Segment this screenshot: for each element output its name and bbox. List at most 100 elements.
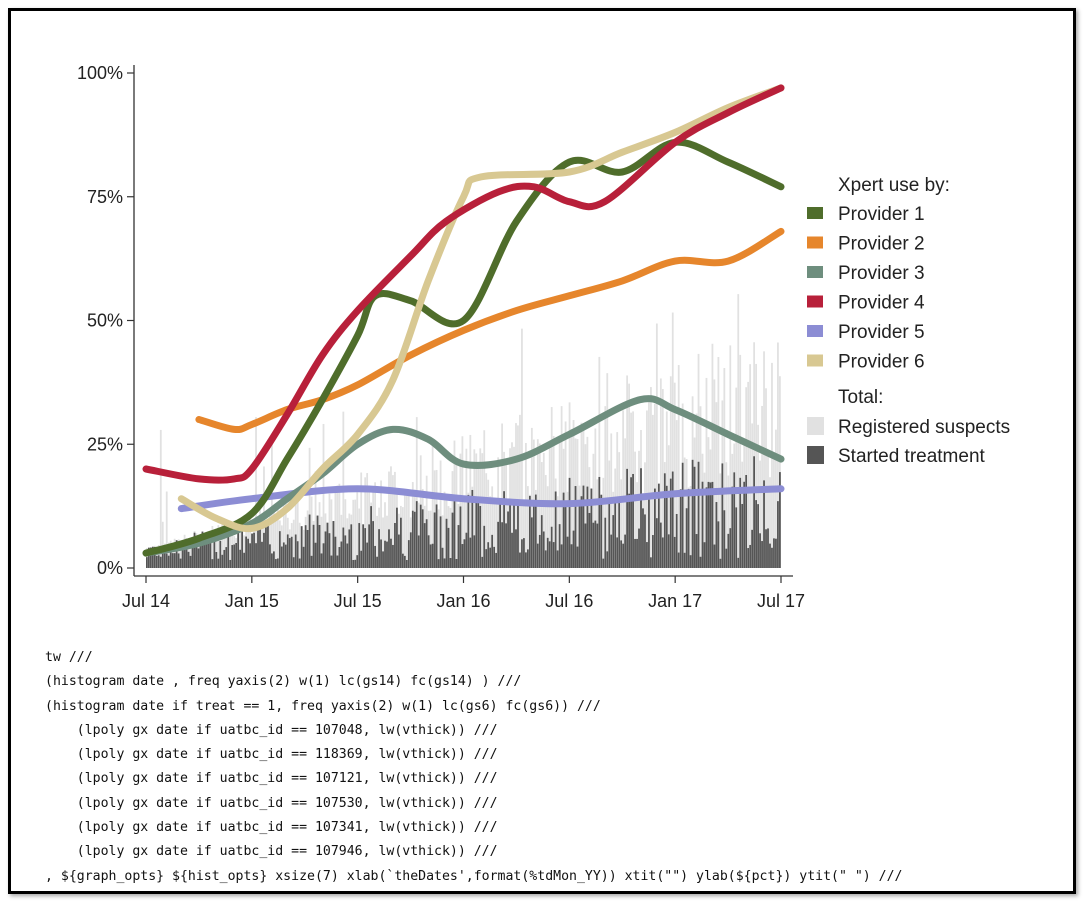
bar-started [546, 537, 549, 568]
bar-registered [360, 472, 363, 568]
bar-started [525, 552, 527, 568]
bar-started [715, 502, 718, 568]
bar-started [669, 478, 672, 568]
bar-started [241, 528, 244, 568]
bar-registered [671, 312, 674, 568]
bar-registered [604, 406, 607, 568]
bar-started [487, 542, 490, 568]
legend-swatch [807, 236, 823, 249]
bar-registered [340, 514, 343, 568]
bar-registered [465, 448, 468, 568]
bar-started [455, 558, 458, 568]
bar-started [146, 557, 148, 568]
bar-started [332, 521, 335, 568]
bar-started [159, 556, 162, 568]
bar-started [707, 481, 710, 568]
bar-started [433, 512, 436, 568]
bar-started [574, 486, 577, 568]
bar-started [497, 521, 500, 568]
bar-started [352, 559, 355, 568]
bar-registered [269, 512, 271, 568]
bar-started [592, 522, 595, 568]
bar-started [665, 485, 668, 568]
bar-registered [489, 496, 492, 568]
bar-registered [292, 519, 295, 568]
bar-started [769, 543, 771, 568]
bar-started [288, 538, 291, 568]
series-line-provider-6 [177, 84, 785, 533]
code-line: (lpoly gx date if uatbc_id == 107048, lw… [45, 722, 498, 738]
bar-started [199, 539, 202, 568]
bar-started [368, 524, 371, 568]
bar-registered [282, 501, 285, 568]
legend-swatch [807, 295, 823, 308]
bar-started [330, 555, 333, 568]
bar-started [657, 483, 660, 568]
bar-started [300, 526, 303, 568]
bar-registered [239, 520, 242, 568]
bar-registered [747, 381, 750, 568]
bar-registered [346, 518, 349, 568]
bar-registered [334, 491, 337, 568]
bar-registered [439, 460, 442, 568]
bar-started [779, 472, 781, 568]
bar-started [233, 544, 236, 568]
bar-started [554, 491, 557, 568]
bar-started [469, 537, 472, 568]
bar-started [483, 525, 486, 568]
bar-started [284, 544, 287, 568]
bar-started [628, 493, 630, 568]
bar-started [548, 541, 551, 568]
bar-registered [648, 400, 650, 568]
bar-started [423, 523, 426, 568]
bar-started [183, 546, 186, 568]
bar-registered [338, 483, 341, 568]
bar-started [147, 547, 150, 568]
bar-registered [646, 410, 648, 568]
bar-started [751, 529, 754, 568]
bar-registered [759, 460, 761, 568]
bar-registered [493, 501, 496, 568]
bar-started [731, 486, 734, 568]
bar-started [417, 535, 420, 568]
bar-started [302, 546, 305, 568]
bar-started [771, 547, 773, 568]
bar-started [271, 553, 273, 568]
bar-started [407, 540, 410, 568]
bar-registered [634, 451, 636, 568]
bar-registered [394, 471, 396, 568]
bar-started [411, 510, 414, 568]
bar-started [578, 504, 581, 568]
bar-started [536, 543, 539, 568]
bar-registered [217, 525, 220, 568]
bar-started [306, 529, 309, 568]
bar-started [185, 538, 188, 568]
bar-registered [669, 376, 672, 568]
bar-registered [719, 473, 722, 568]
bar-started [511, 532, 513, 568]
bar-started [364, 528, 367, 568]
bar-registered [273, 512, 275, 568]
bar-started [179, 558, 182, 568]
bar-registered [271, 440, 273, 568]
y-tick-label: 50% [87, 311, 123, 331]
bar-started [544, 550, 547, 568]
legend-subtitle: Total: [838, 387, 883, 408]
bar-started [461, 544, 464, 568]
bar-registered [298, 522, 301, 568]
bar-registered [390, 466, 392, 568]
legend-label: Provider 4 [838, 293, 925, 314]
bar-registered [374, 482, 376, 568]
bar-started [401, 553, 404, 568]
bar-registered [564, 421, 567, 568]
bar-registered [354, 499, 357, 568]
bar-started [155, 555, 158, 568]
x-tick-label: Jul 14 [122, 591, 170, 611]
bar-started [362, 524, 365, 568]
code-line: (lpoly gx date if uatbc_id == 107121, lw… [45, 771, 498, 787]
bar-started [231, 545, 234, 568]
bar-started [205, 534, 208, 568]
bar-registered [739, 354, 742, 568]
bar-started [586, 486, 589, 568]
bar-started [265, 527, 267, 568]
